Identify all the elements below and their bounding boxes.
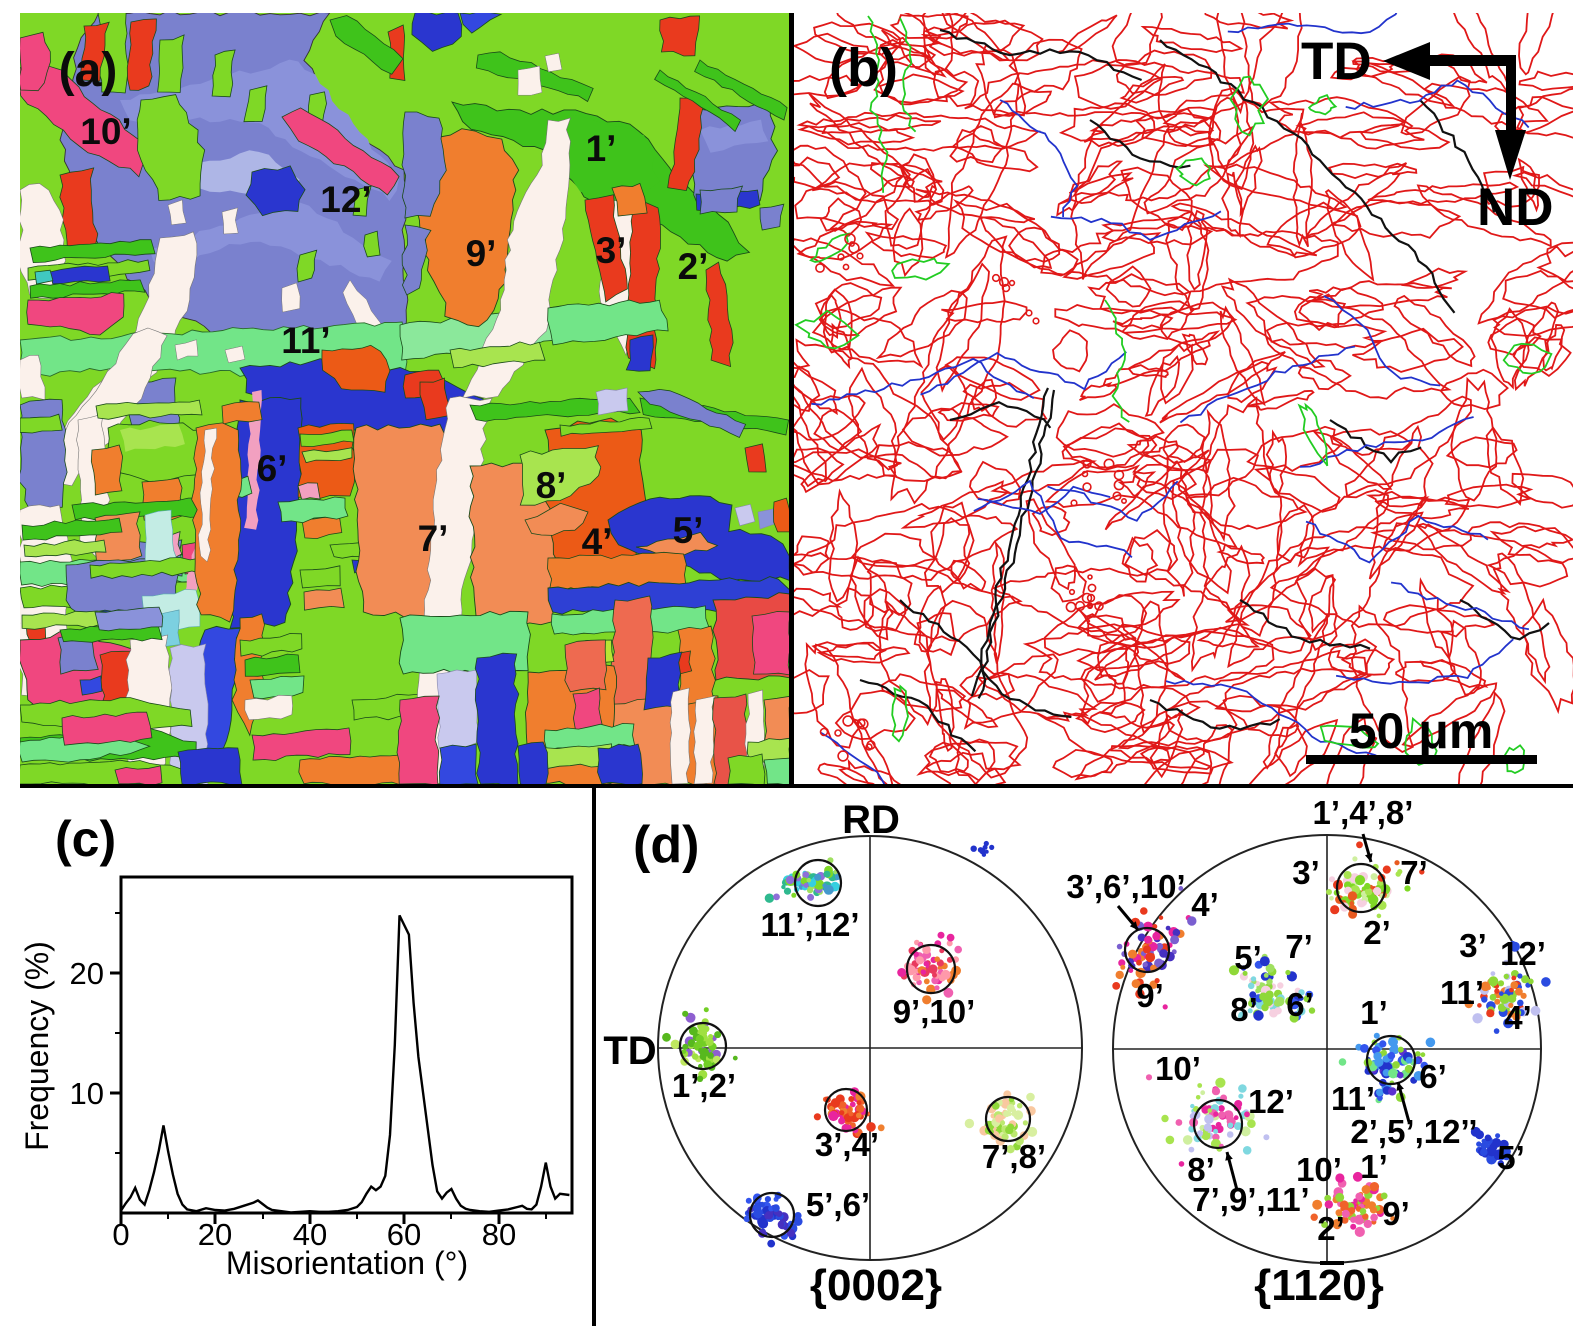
svg-text:20: 20 xyxy=(70,956,104,991)
svg-text:80: 80 xyxy=(482,1217,516,1252)
svg-text:3’: 3’ xyxy=(596,230,627,271)
svg-text:2’,5’,12’’: 2’,5’,12’’ xyxy=(1350,1113,1477,1150)
svg-text:50 μm: 50 μm xyxy=(1349,703,1494,759)
svg-text:12’: 12’ xyxy=(1248,1083,1294,1120)
svg-text:10’: 10’ xyxy=(1296,1151,1342,1188)
svg-text:7’: 7’ xyxy=(1400,854,1428,891)
svg-text:5’: 5’ xyxy=(673,510,704,551)
svg-text:4’: 4’ xyxy=(1504,999,1532,1036)
svg-text:9’: 9’ xyxy=(466,233,497,274)
svg-text:3’,6’,10’: 3’,6’,10’ xyxy=(1066,868,1185,905)
svg-text:12’: 12’ xyxy=(320,179,371,220)
svg-text:(a): (a) xyxy=(59,44,118,97)
svg-text:7’,9’,11’: 7’,9’,11’ xyxy=(1192,1181,1309,1218)
svg-text:4’: 4’ xyxy=(1191,886,1219,923)
svg-text:3’,4’: 3’,4’ xyxy=(815,1126,879,1163)
svg-text:10’: 10’ xyxy=(1155,1050,1201,1087)
svg-text:9’: 9’ xyxy=(1136,977,1164,1014)
svg-text:11’: 11’ xyxy=(281,320,330,361)
svg-text:1’: 1’ xyxy=(1360,1148,1388,1185)
svg-text:2’: 2’ xyxy=(1317,1210,1345,1247)
svg-text:RD: RD xyxy=(842,798,900,842)
svg-text:5’: 5’ xyxy=(1497,1139,1525,1176)
svg-text:8’: 8’ xyxy=(1187,1151,1215,1188)
svg-text:12’: 12’ xyxy=(1500,935,1546,972)
svg-text:ND: ND xyxy=(1477,178,1554,237)
svg-text:(d): (d) xyxy=(633,816,699,874)
svg-text:9’: 9’ xyxy=(1382,1195,1410,1232)
svg-text:0: 0 xyxy=(112,1217,129,1252)
svg-text:1’: 1’ xyxy=(586,128,617,169)
svg-text:8’: 8’ xyxy=(536,465,567,506)
svg-text:60: 60 xyxy=(387,1217,421,1252)
svg-text:(c): (c) xyxy=(55,811,116,867)
svg-text:2’: 2’ xyxy=(678,246,709,287)
svg-text:40: 40 xyxy=(293,1217,327,1252)
svg-text:10’: 10’ xyxy=(80,111,131,152)
svg-text:1’,2’: 1’,2’ xyxy=(672,1067,736,1104)
svg-text:4’: 4’ xyxy=(582,521,613,562)
svg-text:TD: TD xyxy=(1301,32,1372,91)
svg-text:5’: 5’ xyxy=(1234,939,1262,976)
svg-text:2’: 2’ xyxy=(1363,914,1391,951)
svg-text:Frequency (%): Frequency (%) xyxy=(19,941,55,1151)
svg-text:6’: 6’ xyxy=(257,448,288,489)
svg-text:9’,10’: 9’,10’ xyxy=(893,993,976,1030)
svg-text:5’,6’: 5’,6’ xyxy=(806,1186,870,1223)
svg-text:Misorientation (°): Misorientation (°) xyxy=(226,1245,468,1281)
svg-text:{1120}: {1120} xyxy=(1254,1261,1384,1310)
svg-text:3’: 3’ xyxy=(1292,854,1320,891)
svg-text:1’,4’,8’: 1’,4’,8’ xyxy=(1313,794,1414,831)
svg-text:{0002}: {0002} xyxy=(810,1261,942,1310)
svg-text:7’: 7’ xyxy=(418,518,449,559)
svg-text:1’: 1’ xyxy=(1360,994,1388,1031)
svg-text:11’,12’: 11’,12’ xyxy=(760,906,859,943)
svg-text:7’: 7’ xyxy=(1285,928,1313,965)
svg-text:11’: 11’ xyxy=(1331,1080,1375,1117)
svg-text:11’: 11’ xyxy=(1440,974,1484,1011)
svg-text:10: 10 xyxy=(70,1076,104,1111)
svg-text:6’: 6’ xyxy=(1419,1058,1447,1095)
svg-text:6’: 6’ xyxy=(1286,986,1314,1023)
svg-text:8’: 8’ xyxy=(1230,991,1258,1028)
svg-text:TD: TD xyxy=(603,1029,656,1073)
svg-text:3’: 3’ xyxy=(1459,927,1487,964)
svg-text:(b): (b) xyxy=(829,38,898,98)
svg-text:20: 20 xyxy=(198,1217,232,1252)
svg-text:7’,8’: 7’,8’ xyxy=(982,1138,1046,1175)
